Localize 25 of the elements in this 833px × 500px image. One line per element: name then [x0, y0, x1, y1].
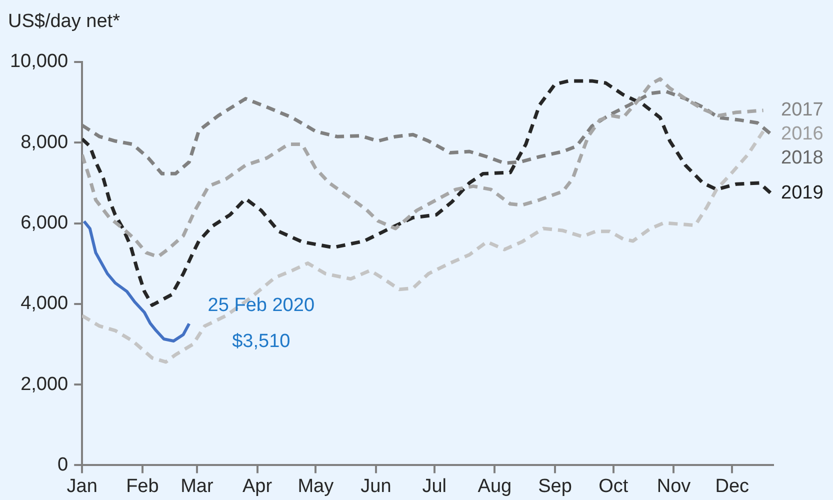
- y-tick-label: 10,000: [10, 51, 68, 72]
- annotation: 25 Feb 2020 $3,510: [208, 294, 315, 352]
- x-tick-label: Sep: [538, 476, 572, 497]
- x-tick-label: Feb: [126, 476, 159, 497]
- y-tick-label: 0: [58, 454, 68, 476]
- series-label: 2016: [781, 124, 824, 145]
- x-tick-label: Mar: [180, 476, 214, 497]
- x-tick-label: Apr: [242, 476, 273, 497]
- y-tick-label: 2,000: [20, 374, 68, 395]
- series-label: 2018: [781, 148, 824, 169]
- y-tick-label: 4,000: [20, 293, 68, 314]
- x-tick-label: Jun: [360, 476, 392, 497]
- x-tick-label: Oct: [598, 476, 629, 497]
- series-label: 2019: [781, 182, 824, 204]
- line-series: [82, 77, 766, 258]
- x-tick-label: Jul: [422, 476, 447, 497]
- x-tick-label: May: [298, 476, 334, 497]
- x-tick-label: Jan: [66, 476, 98, 497]
- x-tick-label: Dec: [715, 476, 750, 497]
- y-tick-label: 8,000: [20, 132, 68, 153]
- x-tick-label: Aug: [478, 476, 512, 497]
- x-tick-label: Nov: [656, 476, 692, 497]
- y-tick-label: 6,000: [20, 212, 68, 234]
- y-axis-title: US$/day net*: [8, 11, 121, 32]
- series-label: 2017: [781, 100, 824, 121]
